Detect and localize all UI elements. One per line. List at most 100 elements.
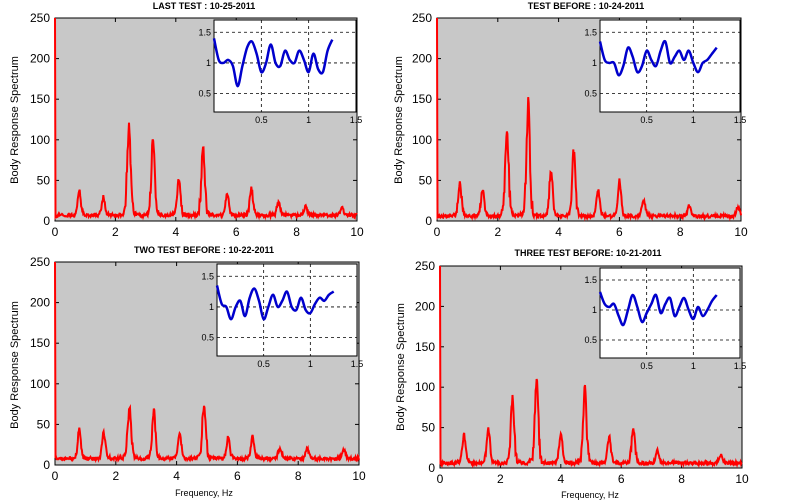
x-axis-label: Frequency, Hz bbox=[175, 488, 233, 498]
inset-y-tick-label: 1.5 bbox=[584, 27, 597, 37]
y-tick-label: 150 bbox=[412, 92, 432, 106]
inset-x-tick-label: 1.5 bbox=[350, 115, 363, 125]
y-tick-label: 150 bbox=[30, 92, 50, 106]
inset-x-tick-label: 1.5 bbox=[351, 359, 364, 369]
y-axis-label: Body Response Spectrum bbox=[395, 303, 407, 431]
inset-x-tick-label: 0.5 bbox=[640, 361, 653, 371]
inset-y-tick-label: 1 bbox=[592, 305, 597, 315]
inset-y-tick-label: 0.5 bbox=[201, 333, 214, 343]
y-tick-label: 0 bbox=[425, 214, 432, 228]
y-tick-label: 150 bbox=[415, 340, 435, 354]
y-tick-label: 250 bbox=[30, 255, 50, 269]
x-tick-label: 6 bbox=[616, 225, 623, 239]
x-tick-label: 10 bbox=[735, 472, 749, 486]
x-axis-label: Frequency, Hz bbox=[561, 490, 619, 500]
y-tick-label: 200 bbox=[415, 299, 435, 313]
spectrum-series-line bbox=[436, 17, 742, 222]
panel-last-test: LAST TEST : 10-25-2011 Body Response Spe… bbox=[9, 1, 364, 239]
inset-plot: 0.5 1 1.5 0.5 1 1.5 bbox=[198, 19, 363, 125]
inset-series-line bbox=[212, 38, 334, 88]
inset-series-line bbox=[215, 285, 335, 321]
spectrum-series-line bbox=[439, 265, 743, 469]
x-tick-label: 6 bbox=[618, 472, 625, 486]
y-tick-label: 100 bbox=[415, 380, 435, 394]
y-tick-label: 200 bbox=[412, 52, 432, 66]
inset-plot-area bbox=[599, 19, 741, 113]
x-tick-label: 8 bbox=[678, 472, 685, 486]
x-tick-label: 6 bbox=[234, 469, 241, 483]
y-tick-label: 0 bbox=[43, 458, 50, 472]
y-tick-label: 200 bbox=[30, 52, 50, 66]
x-tick-label: 8 bbox=[293, 225, 300, 239]
inset-plot-area bbox=[213, 19, 357, 113]
inset-y-tick-label: 0.5 bbox=[584, 89, 597, 99]
y-axis-label: Body Response Spectrum bbox=[393, 56, 405, 184]
x-tick-label: 8 bbox=[295, 469, 302, 483]
inset-x-tick-label: 0.5 bbox=[257, 359, 270, 369]
x-tick-label: 2 bbox=[494, 225, 501, 239]
inset-x-tick-label: 0.5 bbox=[255, 115, 268, 125]
x-tick-label: 4 bbox=[173, 469, 180, 483]
inset-x-tick-label: 1.5 bbox=[734, 115, 747, 125]
y-tick-label: 100 bbox=[412, 133, 432, 147]
y-tick-label: 100 bbox=[30, 377, 50, 391]
y-tick-label: 150 bbox=[30, 336, 50, 350]
x-tick-label: 10 bbox=[352, 469, 366, 483]
y-axis-label: Body Response Spectrum bbox=[9, 301, 21, 429]
inset-y-tick-label: 1.5 bbox=[201, 271, 214, 281]
panel-three-test-before: THREE TEST BEFORE: 10-21-2011 Body Respo… bbox=[395, 248, 749, 500]
spectrum-series-line bbox=[54, 17, 358, 221]
y-tick-label: 50 bbox=[419, 173, 433, 187]
inset-series-line bbox=[598, 39, 718, 77]
inset-plot: 0.5 1 1.5 0.5 1 1.5 bbox=[584, 267, 747, 371]
x-tick-label: 10 bbox=[350, 225, 364, 239]
inset-x-tick-label: 1.5 bbox=[734, 361, 747, 371]
inset-plot: 0.5 1 1.5 0.5 1 1.5 bbox=[201, 263, 364, 369]
x-tick-label: 8 bbox=[677, 225, 684, 239]
panel-title: TEST BEFORE : 10-24-2011 bbox=[528, 1, 645, 11]
inset-x-tick-label: 1 bbox=[306, 115, 311, 125]
x-tick-label: 4 bbox=[557, 472, 564, 486]
y-tick-label: 250 bbox=[415, 259, 435, 273]
inset-y-tick-label: 1.5 bbox=[584, 275, 597, 285]
y-tick-label: 50 bbox=[37, 173, 51, 187]
x-tick-label: 6 bbox=[233, 225, 240, 239]
inset-x-tick-label: 1 bbox=[691, 361, 696, 371]
y-axis-label: Body Response Spectrum bbox=[9, 56, 21, 184]
inset-x-tick-label: 0.5 bbox=[640, 115, 653, 125]
x-tick-label: 10 bbox=[734, 225, 748, 239]
y-tick-label: 250 bbox=[30, 11, 50, 25]
y-tick-label: 200 bbox=[30, 296, 50, 310]
x-tick-label: 2 bbox=[112, 469, 119, 483]
x-tick-label: 2 bbox=[112, 225, 119, 239]
inset-y-tick-label: 1.5 bbox=[198, 27, 211, 37]
x-tick-label: 0 bbox=[52, 469, 59, 483]
inset-series-line bbox=[598, 291, 718, 327]
inset-y-tick-label: 0.5 bbox=[198, 89, 211, 99]
inset-y-tick-label: 1 bbox=[206, 58, 211, 68]
inset-plot-area bbox=[216, 263, 358, 357]
inset-plot: 0.5 1 1.5 0.5 1 1.5 bbox=[584, 19, 747, 125]
panel-two-test-before: TWO TEST BEFORE : 10-22-2011 Body Respon… bbox=[9, 245, 366, 498]
inset-plot-area bbox=[599, 267, 741, 359]
y-tick-label: 100 bbox=[30, 133, 50, 147]
inset-x-tick-label: 1 bbox=[308, 359, 313, 369]
y-tick-label: 50 bbox=[37, 417, 51, 431]
panel-title: LAST TEST : 10-25-2011 bbox=[153, 1, 256, 11]
spectrum-series-line bbox=[54, 261, 360, 464]
panel-title: THREE TEST BEFORE: 10-21-2011 bbox=[514, 248, 661, 258]
panel-test-before: TEST BEFORE : 10-24-2011 Body Response S… bbox=[393, 1, 748, 239]
x-tick-label: 0 bbox=[434, 225, 441, 239]
inset-y-tick-label: 0.5 bbox=[584, 335, 597, 345]
x-tick-label: 4 bbox=[555, 225, 562, 239]
inset-y-tick-label: 1 bbox=[592, 58, 597, 68]
panel-title: TWO TEST BEFORE : 10-22-2011 bbox=[134, 245, 274, 255]
y-tick-label: 250 bbox=[412, 11, 432, 25]
y-tick-label: 50 bbox=[422, 421, 436, 435]
x-tick-label: 0 bbox=[52, 225, 59, 239]
x-tick-label: 2 bbox=[497, 472, 504, 486]
inset-y-tick-label: 1 bbox=[209, 302, 214, 312]
x-tick-label: 4 bbox=[172, 225, 179, 239]
x-tick-label: 0 bbox=[437, 472, 444, 486]
